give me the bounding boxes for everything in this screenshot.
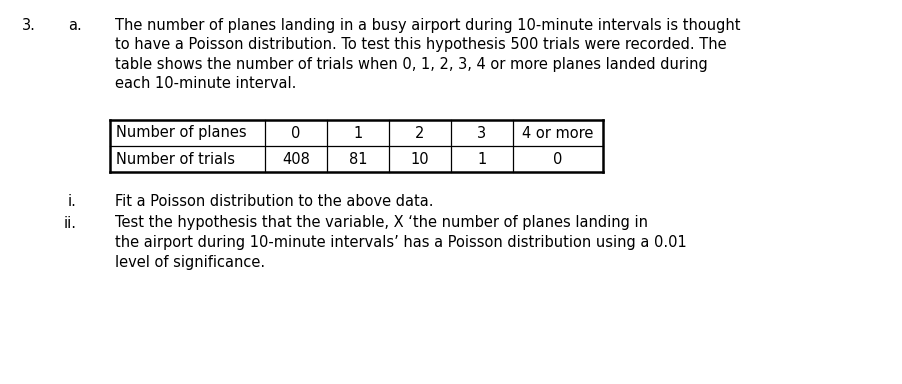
Text: 1: 1 (353, 126, 363, 141)
Text: 0: 0 (553, 152, 562, 167)
Text: 408: 408 (281, 152, 309, 167)
Text: table shows the number of trials when 0, 1, 2, 3, 4 or more planes landed during: table shows the number of trials when 0,… (115, 57, 707, 72)
Text: ii.: ii. (64, 215, 77, 230)
Text: i.: i. (68, 194, 77, 209)
Text: 0: 0 (291, 126, 300, 141)
Text: 2: 2 (415, 126, 424, 141)
Text: the airport during 10-minute intervals’ has a Poisson distribution using a 0.01: the airport during 10-minute intervals’ … (115, 235, 686, 250)
Text: The number of planes landing in a busy airport during 10-minute intervals is tho: The number of planes landing in a busy a… (115, 18, 740, 33)
Text: level of significance.: level of significance. (115, 255, 265, 270)
Text: 1: 1 (477, 152, 486, 167)
Text: 4 or more: 4 or more (521, 126, 593, 141)
Text: Number of planes: Number of planes (115, 126, 246, 141)
Text: a.: a. (68, 18, 82, 33)
Text: 10: 10 (410, 152, 428, 167)
Text: Number of trials: Number of trials (115, 152, 235, 167)
Text: 3.: 3. (22, 18, 36, 33)
Text: 3: 3 (477, 126, 486, 141)
Text: each 10-minute interval.: each 10-minute interval. (115, 76, 296, 91)
Text: Fit a Poisson distribution to the above data.: Fit a Poisson distribution to the above … (115, 194, 433, 209)
Text: 81: 81 (348, 152, 367, 167)
Text: to have a Poisson distribution. To test this hypothesis 500 trials were recorded: to have a Poisson distribution. To test … (115, 38, 726, 53)
Text: Test the hypothesis that the variable, X ‘the number of planes landing in: Test the hypothesis that the variable, X… (115, 215, 648, 230)
